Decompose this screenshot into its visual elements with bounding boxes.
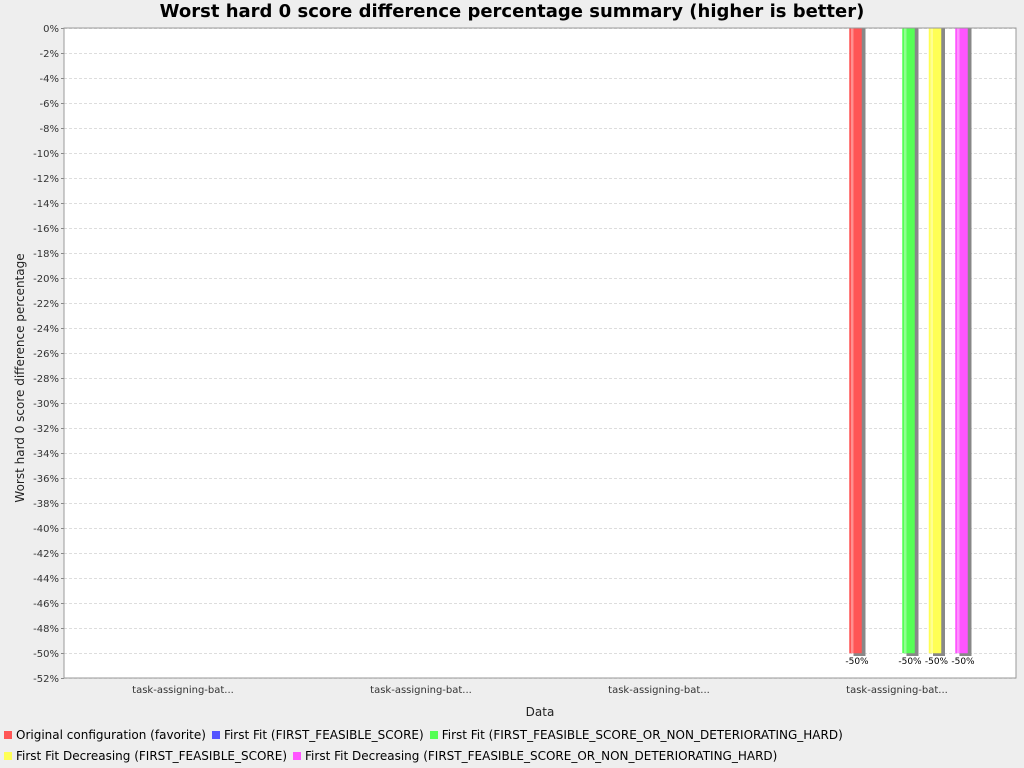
legend-swatch <box>429 730 438 739</box>
y-tick-label: -36% <box>33 474 59 485</box>
legend-label: First Fit (FIRST_FEASIBLE_SCORE_OR_NON_D… <box>441 727 843 742</box>
plot-border <box>63 27 1017 679</box>
y-tick-label: -50% <box>33 649 59 660</box>
legend-item: Original configuration (favorite) <box>4 728 206 742</box>
y-tick-label: -22% <box>33 299 59 310</box>
y-tick-label: -24% <box>33 324 59 335</box>
legend-item: First Fit Decreasing (FIRST_FEASIBLE_SCO… <box>293 749 777 763</box>
y-axis-ticks: 0% -2% -4% -6% -8% -10% -12% -14% -16% -18% -20% -2… <box>33 24 64 685</box>
y-tick-label: -40% <box>33 524 59 535</box>
y-tick-label: -46% <box>33 599 59 610</box>
data-label: -50% <box>898 657 922 667</box>
y-tick-label: -30% <box>33 399 59 410</box>
bar-highlight <box>851 28 854 653</box>
legend-label: First Fit Decreasing (FIRST_FEASIBLE_SCO… <box>305 748 778 763</box>
y-tick-label: -16% <box>33 224 59 235</box>
chart-title: Worst hard 0 score difference percentage… <box>159 1 865 22</box>
y-tick-label: -18% <box>33 249 59 260</box>
y-tick-label: -4% <box>40 74 59 85</box>
x-tick-label: task-assigning-bat... <box>132 685 234 696</box>
y-tick-label: -38% <box>33 499 59 510</box>
x-tick-label: task-assigning-bat... <box>846 685 948 696</box>
legend-item: First Fit (FIRST_FEASIBLE_SCORE) <box>211 727 424 742</box>
x-axis-ticks: task-assigning-bat... task-assigning-bat.… <box>132 685 948 696</box>
y-tick-label: -2% <box>40 49 59 60</box>
legend-swatch <box>293 751 302 760</box>
bars <box>849 27 972 656</box>
y-tick-label: -42% <box>33 549 59 560</box>
legend-swatch <box>4 730 12 739</box>
y-axis-label: Worst hard 0 score difference percentage <box>13 253 27 502</box>
data-label: -50% <box>925 657 949 667</box>
legend-label: First Fit Decreasing (FIRST_FEASIBLE_SCO… <box>16 748 288 763</box>
x-tick-label: task-assigning-bat... <box>608 685 710 696</box>
y-tick-label: -44% <box>33 574 59 585</box>
y-tick-label: 0% <box>43 24 59 35</box>
legend-label: Original configuration (favorite) <box>16 727 206 742</box>
data-labels: -50% -50% -50% -50% <box>845 657 975 667</box>
y-tick-label: -26% <box>33 349 59 360</box>
legend-item: First Fit Decreasing (FIRST_FEASIBLE_SCO… <box>4 749 287 763</box>
legend-row: First Fit Decreasing (FIRST_FEASIBLE_SCO… <box>0 745 1024 766</box>
bar-highlight <box>957 28 960 653</box>
y-tick-label: -12% <box>33 174 59 185</box>
x-tick-label: task-assigning-bat... <box>370 685 472 696</box>
data-label: -50% <box>845 657 869 667</box>
y-tick-label: -48% <box>33 624 59 635</box>
y-tick-label: -14% <box>33 199 59 210</box>
y-tick-label: -52% <box>33 674 59 685</box>
legend: Original configuration (favorite) First F… <box>0 724 1024 766</box>
y-tick-label: -6% <box>40 99 59 110</box>
legend-swatch <box>4 751 12 760</box>
x-axis-label: Data <box>526 705 555 719</box>
legend-item: First Fit (FIRST_FEASIBLE_SCORE_OR_NON_D… <box>429 727 843 742</box>
chart-area: 0% -2% -4% -6% -8% -10% -12% -14% -16% -18% -20% -2… <box>13 24 1017 719</box>
legend-swatch <box>211 730 220 739</box>
data-label: -50% <box>951 657 975 667</box>
legend-label: First Fit (FIRST_FEASIBLE_SCORE) <box>223 727 424 742</box>
y-tick-label: -32% <box>33 424 59 435</box>
y-tick-label: -10% <box>33 149 59 160</box>
bar-highlight <box>930 28 933 653</box>
y-tick-label: -8% <box>40 124 59 135</box>
y-tick-label: -34% <box>33 449 59 460</box>
legend-row: Original configuration (favorite) First F… <box>0 724 1024 745</box>
y-tick-label: -20% <box>33 274 59 285</box>
y-tick-label: -28% <box>33 374 59 385</box>
bar-highlight <box>904 28 907 653</box>
